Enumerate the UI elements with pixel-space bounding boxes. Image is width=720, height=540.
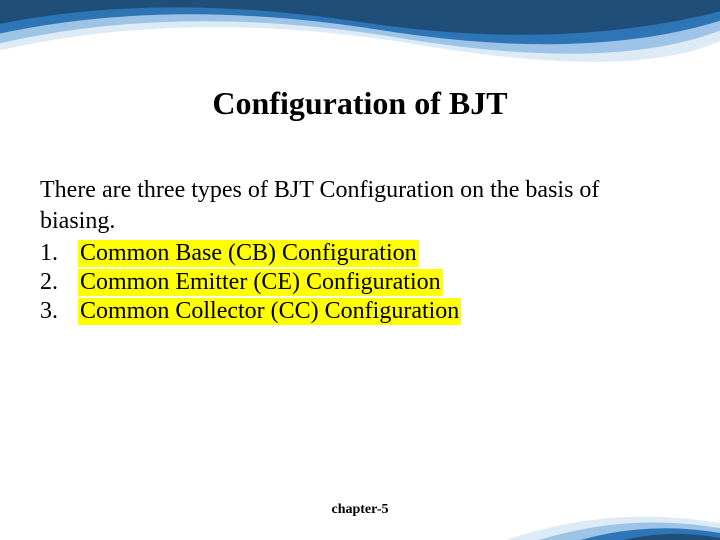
list-number: 1. [40,240,78,267]
footer-text: chapter-5 [0,502,720,518]
list-number: 3. [40,298,78,325]
swoosh-dark-b [590,534,720,540]
intro-text: There are three types of BJT Configurati… [40,175,680,237]
swoosh-pale-b [480,517,720,540]
swoosh-mid [0,0,720,44]
list-item: 3. Common Collector (CC) Configuration [40,298,680,325]
list-text-highlighted: Common Collector (CC) Configuration [78,298,461,325]
swoosh-light [0,0,720,54]
list-item: 1. Common Base (CB) Configuration [40,240,680,267]
config-list: 1. Common Base (CB) Configuration 2. Com… [40,240,680,327]
swoosh-light-b [510,522,720,540]
top-swoosh-decoration [0,0,720,90]
list-number: 2. [40,269,78,296]
swoosh-mid-b [550,528,720,540]
list-item: 2. Common Emitter (CE) Configuration [40,269,680,296]
list-text-highlighted: Common Emitter (CE) Configuration [78,269,443,296]
swoosh-pale [0,0,720,62]
slide-title: Configuration of BJT [0,85,720,122]
list-text-highlighted: Common Base (CB) Configuration [78,240,419,267]
swoosh-dark [0,0,720,35]
